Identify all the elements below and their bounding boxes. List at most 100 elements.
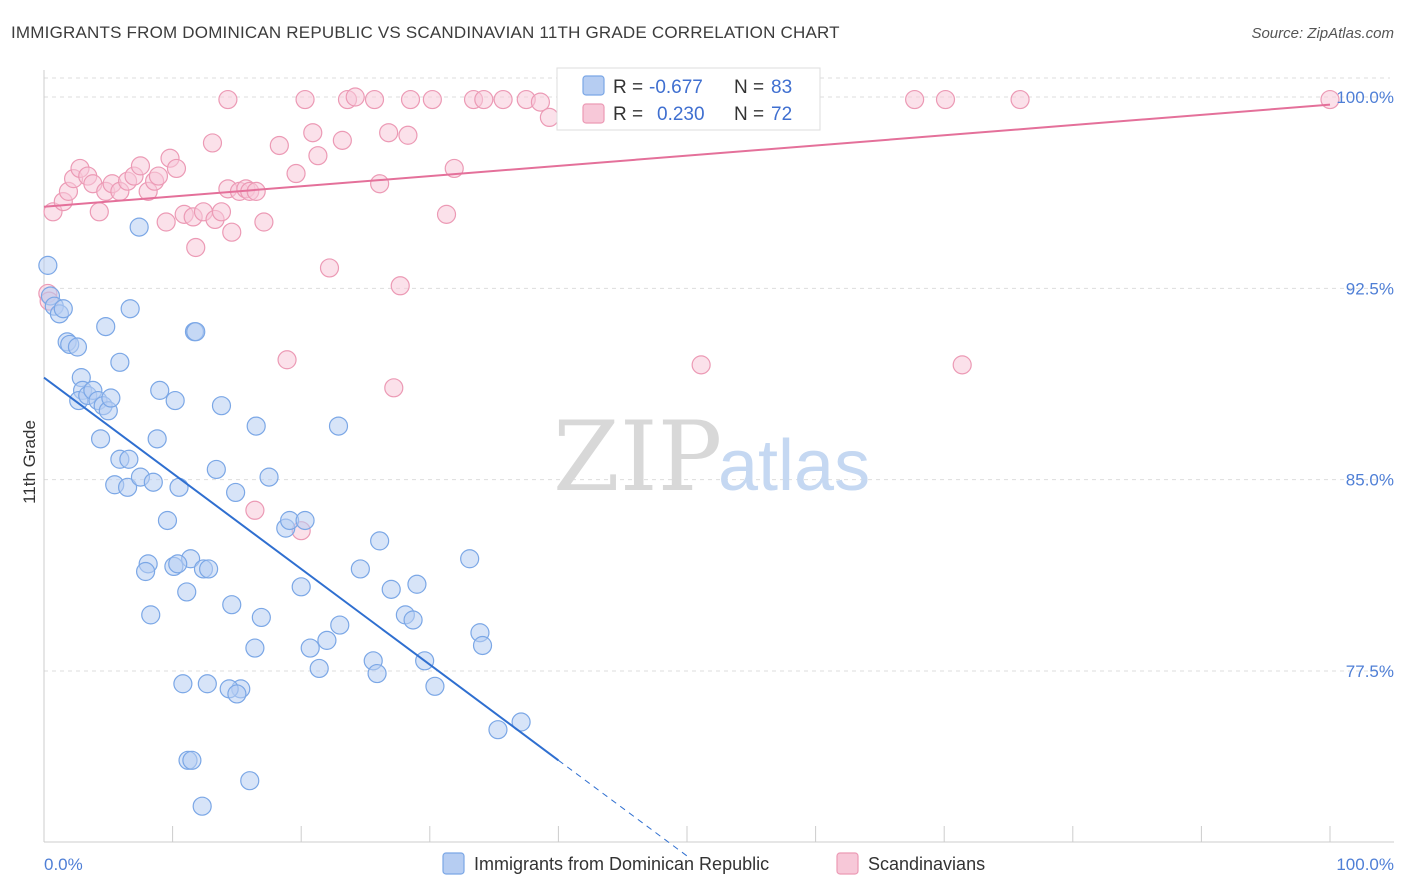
legend-label-dominican-republic: Immigrants from Dominican Republic [474,854,769,874]
dominican-point-0 [38,255,58,275]
dominican-point-67 [300,638,320,658]
scandinavian-point-38 [286,163,306,184]
dominican-point-73 [381,579,401,599]
dominican-point-28 [147,429,167,449]
dominican-point-43 [295,510,315,531]
y-tick-label-0: 77.5% [1346,662,1394,681]
scandinavian-point-40 [303,123,323,143]
y-tick-label-3: 100.0% [1336,88,1394,107]
scandinavian-point-46 [364,89,385,110]
dominican-point-61 [197,674,217,694]
dominican-point-55 [199,559,219,579]
scandinavian-point-69 [935,89,956,110]
scandinavian-point-58 [493,89,513,110]
dominican-point-4 [53,299,73,319]
scandinavian-point-9 [89,202,109,222]
scandinavian-point-39 [295,89,315,110]
scandinavian-point-54 [436,204,457,224]
dominican-point-38 [226,482,246,503]
scandinavian-point-57 [474,89,494,110]
stats-r-label-2: R = [613,104,643,125]
gridlines [44,77,1390,672]
dominican-point-65 [192,796,212,816]
x-tick-label-1: 100.0% [1336,855,1394,874]
dominican-point-17 [90,429,111,449]
y-tick-label-1: 85.0% [1346,471,1394,490]
dominican-point-7 [67,337,88,357]
stats-n-label-2: N = [734,104,764,125]
dominican-point-50 [141,605,161,625]
scandinavian-point-24 [186,237,206,258]
dominican-point-25 [117,477,138,497]
axes [43,70,1394,843]
dominican-point-32 [157,510,178,531]
stats-n-label-1: N = [734,77,764,98]
dominican-point-58 [251,607,271,628]
dominican-point-37 [211,396,232,416]
scandinavian-point-19 [156,212,176,232]
dominican-point-36 [206,459,226,480]
x-tick-label-0: 0.0% [44,855,83,874]
chart-source: Source: ZipAtlas.com [1251,25,1394,42]
dominican-point-44 [291,577,311,597]
dominican-point-16 [101,388,121,408]
dominican-point-75 [403,610,423,630]
bottom-legend: Immigrants from Dominican Republic Scand… [442,852,985,875]
stats-r-value-2: 0.230 [657,104,705,125]
scandinavian-point-48 [379,123,399,143]
dominican-point-66 [240,771,260,791]
dominican-point-71 [367,663,387,684]
trend-line-scandinavian [43,103,1331,208]
legend-swatch-scandinavians [836,852,859,875]
scandinavian-point-15 [130,156,151,176]
dominican-point-82 [488,720,508,740]
dominican-point-53 [177,582,197,602]
y-axis-label: 11th Grade [20,420,39,504]
watermark: ZIP atlas [553,401,870,513]
dominican-point-19 [96,317,116,337]
dominican-point-59 [245,638,265,658]
dominican-point-20 [120,299,140,319]
stats-swatch-blue [582,75,605,96]
dominican-point-49 [135,561,156,582]
scandinavian-point-60 [530,92,550,112]
dominican-point-76 [407,574,427,594]
dominican-point-21 [129,217,149,237]
trend-lines [43,103,1331,857]
dominican-point-83 [511,712,531,732]
scandinavian-point-26 [202,133,223,153]
dominican-point-31 [169,477,189,497]
scandinavian-point-50 [390,276,410,296]
scandinavian-point-70 [952,355,972,375]
stats-r-value-1: -0.677 [649,77,703,98]
dominican-point-72 [370,531,390,551]
dominican-point-56 [222,595,242,615]
scandinavian-point-43 [332,130,352,150]
y-tick-label-2: 92.5% [1346,279,1394,298]
scandinavian-point-63 [245,500,265,520]
dominican-point-81 [472,635,493,656]
dominican-point-84 [182,750,202,770]
trend-line-dominican-extension [558,759,688,857]
dominican-point-30 [165,390,185,411]
watermark-atlas: atlas [718,426,870,506]
dominican-point-52 [168,554,188,574]
stats-n-value-1: 83 [771,77,792,98]
scandinavian-point-30 [222,222,242,242]
dominican-point-39 [246,416,266,436]
scandinavian-point-71 [1010,89,1030,110]
x-tick-labels: 0.0% 100.0% [44,855,1394,874]
stats-r-label-1: R = [613,77,643,98]
y-tick-labels: 77.5% 85.0% 92.5% 100.0% [1336,88,1394,681]
dominican-point-29 [150,380,170,400]
dominican-point-68 [309,658,329,679]
dominican-point-27 [143,472,163,492]
scandinavian-point-21 [166,158,187,179]
scandinavian-point-35 [254,212,274,232]
dominican-point-78 [425,676,445,696]
dominican-point-24 [119,449,139,469]
scandinavian-point-34 [246,181,266,201]
scandinavian-point-37 [277,350,297,370]
dominican-point-47 [317,630,337,650]
